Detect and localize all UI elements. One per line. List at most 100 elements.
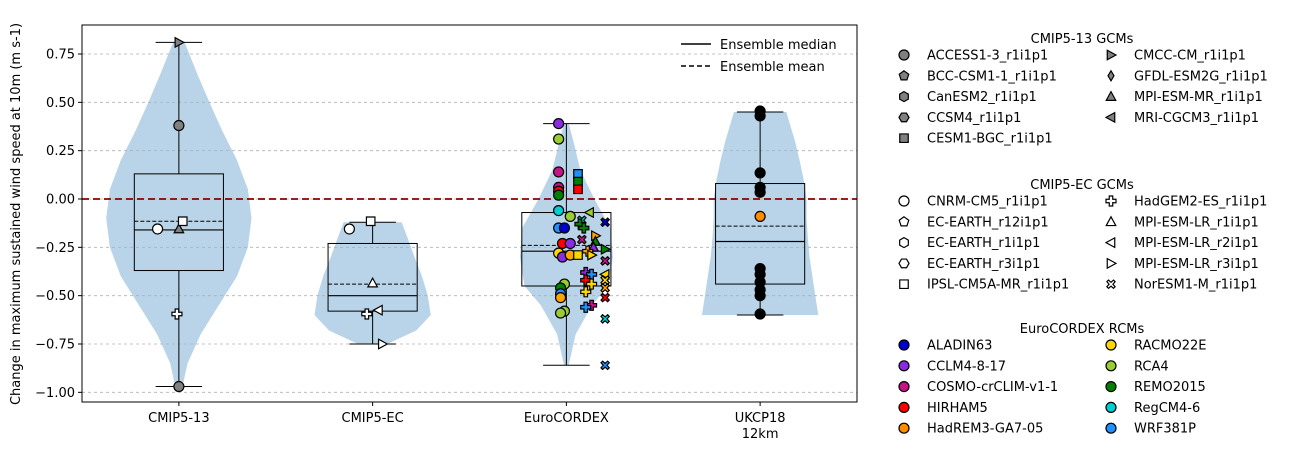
model-point-62: [600, 313, 611, 324]
model-point-24: [564, 210, 576, 222]
legend-label-1-9: NorESM1-M_r1i1p1: [1134, 278, 1257, 293]
x-tick-label-2-0: EuroCORDEX: [524, 411, 609, 426]
legend-label-0-3: CCSM4_r1i1p1: [927, 111, 1021, 126]
legend-marker-1-4: [899, 279, 909, 290]
legend-label-1-1: EC-EARTH_r12i1p1: [927, 215, 1049, 230]
model-point-53: [600, 282, 611, 293]
model-points-layer: [151, 36, 766, 393]
legend-label-1-8: MPI-ESM-LR_r3i1p1: [1134, 257, 1259, 272]
legend-marker-0-1: [898, 70, 910, 81]
ensemble-legend: Ensemble median Ensemble mean: [681, 38, 837, 75]
legend-marker-2-0: [898, 339, 910, 351]
model-point-44: [600, 255, 611, 266]
model-point-9: [366, 276, 379, 288]
legend-marker-1-8: [1106, 257, 1118, 270]
legend-marker-2-6: [1105, 360, 1117, 372]
legend-label-1-4: IPSL-CM5A-MR_r1i1p1: [927, 278, 1069, 293]
legend-marker-1-0: [898, 195, 910, 207]
legend-label-2-9: WRF381P: [1134, 422, 1196, 437]
y-tick-label-3: 0.00: [46, 193, 75, 208]
model-point-37: [600, 243, 612, 256]
model-point-57: [600, 292, 611, 303]
legend-marker-0-2: [899, 90, 909, 103]
model-point-75: [754, 308, 766, 320]
legend-title-1: CMIP5-EC GCMs: [1030, 178, 1134, 193]
legend-marker-0-3: [898, 112, 910, 123]
model-point-22: [553, 205, 565, 217]
y-tick-label-1: 0.50: [46, 96, 75, 111]
model-point-48: [600, 275, 611, 286]
legend-label-2-7: REMO2015: [1134, 380, 1206, 395]
plot-frame: [81, 24, 858, 403]
y-tick-label-4: −0.25: [35, 241, 75, 256]
legend-label-2-4: HadREM3-GA7-05: [927, 422, 1043, 437]
legend-label-2-1: CCLM4-8-17: [927, 359, 1006, 374]
model-point-61: [554, 307, 567, 319]
legend-marker-1-9: [1106, 279, 1116, 290]
legend-marker-2-5: [1105, 339, 1117, 351]
model-point-21: [553, 189, 565, 201]
model-point-69: [754, 210, 766, 222]
model-point-2: [151, 223, 164, 235]
x-tick-label-1-0: CMIP5-EC: [342, 411, 404, 426]
legend-marker-0-4: [899, 133, 909, 144]
model-point-11: [361, 308, 373, 320]
x-tick-label-3-0: UKCP18: [735, 411, 786, 426]
y-tick-label-0: 0.75: [46, 48, 75, 63]
legend-label-2-6: RCA4: [1134, 359, 1169, 374]
legend-marker-2-9: [1105, 422, 1117, 434]
model-point-56: [580, 286, 592, 298]
legend-marker-2-3: [898, 401, 910, 413]
legend-label-1-3: EC-EARTH_r3i1p1: [927, 257, 1040, 272]
y-axis-label: Change in maximum sustained wind speed a…: [9, 23, 24, 405]
box-1: [327, 242, 418, 312]
model-point-59: [580, 301, 592, 313]
model-point-55: [554, 292, 567, 304]
legend-marker-0-5: [1106, 49, 1118, 61]
model-point-10: [372, 304, 383, 316]
model-point-74: [754, 290, 766, 302]
legend-marker-0-7: [1105, 90, 1117, 101]
legend-marker-1-6: [1105, 215, 1117, 227]
box-0: [133, 173, 224, 272]
y-tick-label-7: −1.00: [35, 386, 75, 401]
legend-marker-0-0: [898, 49, 910, 61]
axes-layer: 0.75 0.50 0.25 0.00 −0.25 −0.50 −0.75 −1.00 CMIP…: [35, 24, 858, 442]
model-point-1: [173, 119, 185, 132]
model-point-23: [583, 206, 594, 219]
model-point-15: [553, 166, 565, 178]
model-legend: CMIP5-13 GCMs ACCESS1-3_r1i1p1 BCC-CSM1-1_…: [898, 32, 1268, 437]
y-tick-label-6: −0.75: [35, 338, 75, 353]
model-point-63: [600, 360, 611, 371]
model-point-20: [573, 184, 583, 195]
legend-marker-0-6: [1107, 69, 1115, 82]
legend-label-0-7: MPI-ESM-MR_r1i1p1: [1134, 90, 1263, 105]
ensemble-legend-label-1: Ensemble mean: [720, 60, 825, 75]
legend-marker-2-8: [1105, 401, 1117, 413]
legend-label-2-2: COSMO-crCLIM-v1-1: [927, 380, 1058, 395]
legend-marker-2-4: [898, 422, 910, 434]
legend-label-0-6: GFDL-ESM2G_r1i1p1: [1134, 69, 1268, 84]
model-point-13: [553, 117, 565, 130]
legend-marker-2-1: [898, 360, 910, 372]
model-point-0: [174, 36, 186, 49]
legend-label-1-7: MPI-ESM-LR_r2i1p1: [1134, 236, 1259, 251]
legend-label-2-0: ALADIN63: [927, 339, 992, 354]
legend-label-2-5: RACMO22E: [1134, 339, 1206, 354]
legend-label-1-5: HadGEM2-ES_r1i1p1: [1134, 195, 1267, 210]
model-point-12: [377, 338, 389, 350]
legend-label-0-5: CMCC-CM_r1i1p1: [1134, 49, 1246, 64]
legend-marker-0-8: [1104, 111, 1116, 124]
legend-label-2-3: HIRHAM5: [927, 401, 988, 416]
x-tick-label-0-0: CMIP5-13: [148, 411, 209, 426]
model-point-35: [564, 237, 576, 250]
model-point-7: [343, 223, 355, 235]
model-point-28: [578, 222, 590, 234]
legend-label-0-1: BCC-CSM1-1_r1i1p1: [927, 69, 1057, 84]
model-point-66: [754, 167, 766, 179]
legend-marker-2-2: [898, 381, 910, 393]
ensemble-legend-label-0: Ensemble median: [720, 38, 837, 53]
model-point-33: [576, 234, 587, 245]
model-point-14: [553, 133, 565, 145]
